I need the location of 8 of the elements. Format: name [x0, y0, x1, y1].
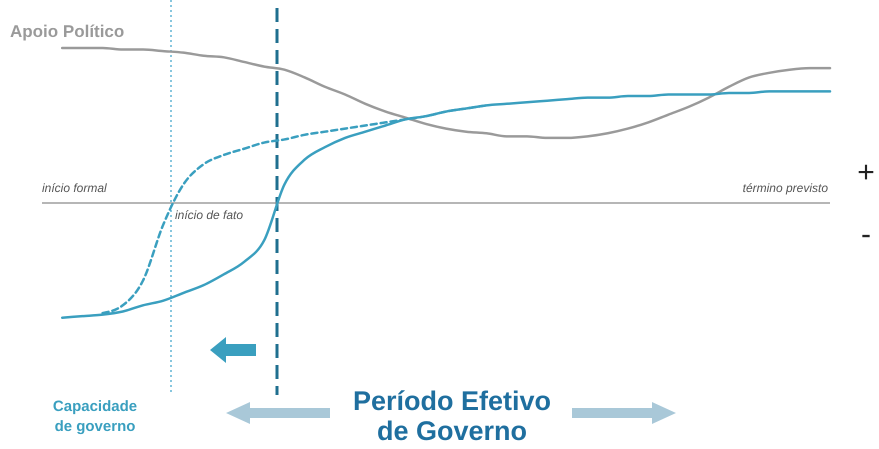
text: Período Efetivo de Governo: [352, 386, 552, 446]
text: +: [857, 156, 875, 189]
annotation: início formal: [42, 181, 108, 195]
text: -: [861, 218, 871, 251]
annotation: início de fato: [175, 208, 244, 222]
text: Capacidade de governo: [52, 398, 138, 435]
series-label: Apoio Político: [10, 22, 124, 41]
annotation: término previsto: [742, 181, 828, 195]
